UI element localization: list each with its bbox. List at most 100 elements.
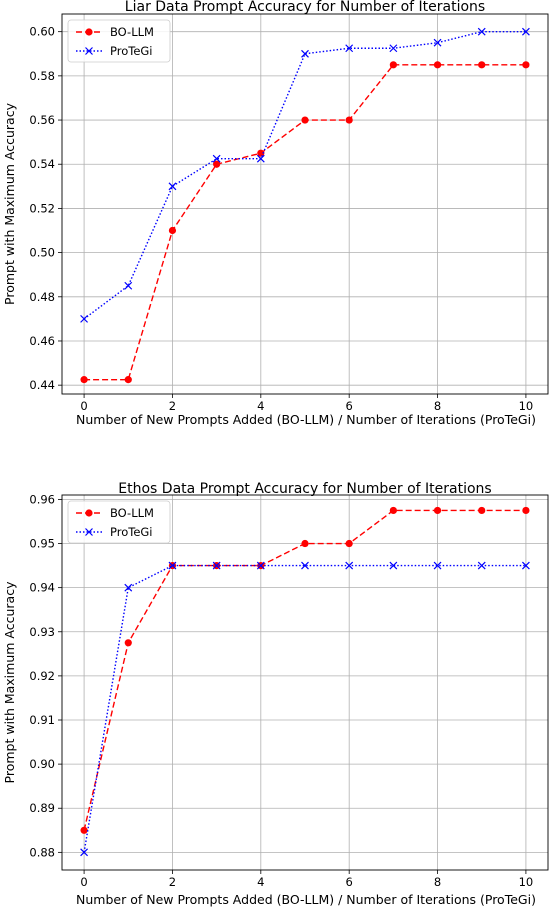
data-point — [80, 314, 89, 323]
y-tick-label: 0.96 — [29, 492, 55, 506]
y-tick-label: 0.90 — [29, 757, 55, 771]
series-line — [83, 564, 526, 853]
data-point — [521, 27, 530, 36]
legend-label: BO-LLM — [110, 506, 154, 520]
x-axis-label: Number of New Prompts Added (BO-LLM) / N… — [76, 892, 536, 907]
y-tick-label: 0.93 — [29, 625, 55, 639]
y-tick-label: 0.56 — [29, 113, 55, 127]
data-point — [80, 848, 89, 857]
legend-marker — [85, 528, 93, 536]
chart-panel-1: 0 2 4 6 8 10 0.44 0.46 0.48 0.50 0.52 0.54 0.56 0.58 0… — [2, 0, 549, 427]
legend-marker — [85, 509, 93, 517]
data-point — [389, 44, 398, 53]
data-point — [124, 281, 133, 290]
data-point — [168, 226, 177, 235]
x-tick-label: 2 — [169, 399, 176, 413]
y-tick-label: 0.50 — [29, 246, 55, 260]
data-point — [433, 61, 442, 69]
y-tick-label: 0.60 — [29, 25, 55, 39]
y-tick-label: 0.94 — [29, 581, 55, 595]
data-point — [124, 583, 133, 592]
y-tick-label: 0.88 — [29, 845, 55, 859]
series-line — [83, 30, 526, 320]
data-point — [80, 826, 88, 834]
data-point — [124, 376, 132, 384]
x-tick-label: 0 — [80, 875, 87, 889]
data-point — [521, 561, 530, 570]
chart-title: Liar Data Prompt Accuracy for Number of … — [125, 0, 485, 15]
y-tick-label: 0.44 — [29, 378, 55, 392]
legend: BO-LLM ProTeGi — [67, 19, 171, 63]
x-tick-label: 2 — [169, 875, 176, 889]
data-point — [212, 561, 221, 570]
legend-marker — [85, 47, 93, 55]
chart-panel-2: 0 2 4 6 8 10 0.88 0.89 0.90 0.91 0.92 0.93 0.94 0.95 0… — [2, 481, 549, 907]
data-point — [257, 149, 265, 157]
data-point — [389, 561, 398, 570]
x-tick-label: 6 — [346, 399, 353, 413]
data-point — [345, 539, 353, 548]
y-tick-label: 0.91 — [29, 713, 55, 727]
y-axis-label: Prompt with Maximum Accuracy — [2, 102, 17, 305]
x-axis-label: Number of New Prompts Added (BO-LLM) / N… — [76, 412, 536, 427]
data-point — [301, 561, 309, 570]
data-point — [168, 561, 177, 570]
data-point — [256, 561, 265, 570]
plot-frame — [61, 494, 549, 871]
data-point — [522, 506, 530, 515]
y-tick-label: 0.48 — [29, 290, 55, 304]
data-point — [301, 49, 309, 58]
x-tick-label: 10 — [519, 399, 534, 413]
y-tick-label: 0.58 — [29, 69, 55, 83]
legend-label: ProTeGi — [110, 44, 153, 58]
x-tick-label: 6 — [346, 875, 353, 889]
series-protegi — [80, 561, 530, 857]
series-bo-llm — [80, 506, 530, 834]
data-point — [522, 61, 530, 69]
data-point — [433, 38, 442, 47]
x-tick-label: 8 — [434, 399, 441, 413]
y-tick-label: 0.52 — [29, 201, 55, 215]
data-point — [477, 27, 486, 36]
data-point — [301, 116, 309, 124]
data-point — [124, 639, 132, 647]
data-point — [212, 154, 221, 163]
data-point — [478, 506, 486, 515]
data-point — [478, 61, 486, 69]
data-point — [301, 539, 309, 548]
data-point — [80, 376, 88, 384]
x-tick-label: 10 — [519, 875, 534, 889]
legend-label: ProTeGi — [110, 525, 153, 539]
y-axis-label: Prompt with Maximum Accuracy — [2, 581, 17, 784]
y-tick-label: 0.54 — [29, 157, 55, 171]
data-point — [345, 116, 353, 124]
legend-label: BO-LLM — [110, 25, 154, 39]
x-tick-label: 8 — [434, 875, 441, 889]
data-point — [168, 182, 177, 191]
data-point — [213, 160, 221, 168]
x-tick-label: 4 — [257, 875, 264, 889]
data-point — [389, 61, 397, 69]
data-point — [477, 561, 486, 570]
legend: BO-LLM ProTeGi — [67, 500, 171, 544]
data-point — [345, 561, 354, 570]
y-tick-label: 0.89 — [29, 801, 55, 815]
data-point — [389, 506, 397, 515]
series-bo-llm — [80, 61, 530, 384]
series-protegi — [80, 27, 530, 323]
y-tick-label: 0.92 — [29, 669, 55, 683]
chart-title: Ethos Data Prompt Accuracy for Number of… — [118, 481, 491, 497]
data-point — [433, 561, 442, 570]
series-line — [84, 64, 526, 381]
y-tick-label: 0.46 — [29, 334, 55, 348]
series-line — [83, 509, 526, 831]
data-point — [345, 44, 354, 53]
x-tick-label: 4 — [257, 399, 264, 413]
y-tick-label: 0.95 — [29, 537, 55, 551]
legend-marker — [85, 28, 93, 36]
x-tick-label: 0 — [80, 399, 87, 413]
plot-frame — [61, 13, 549, 395]
data-point — [433, 506, 442, 515]
data-point — [256, 154, 265, 163]
